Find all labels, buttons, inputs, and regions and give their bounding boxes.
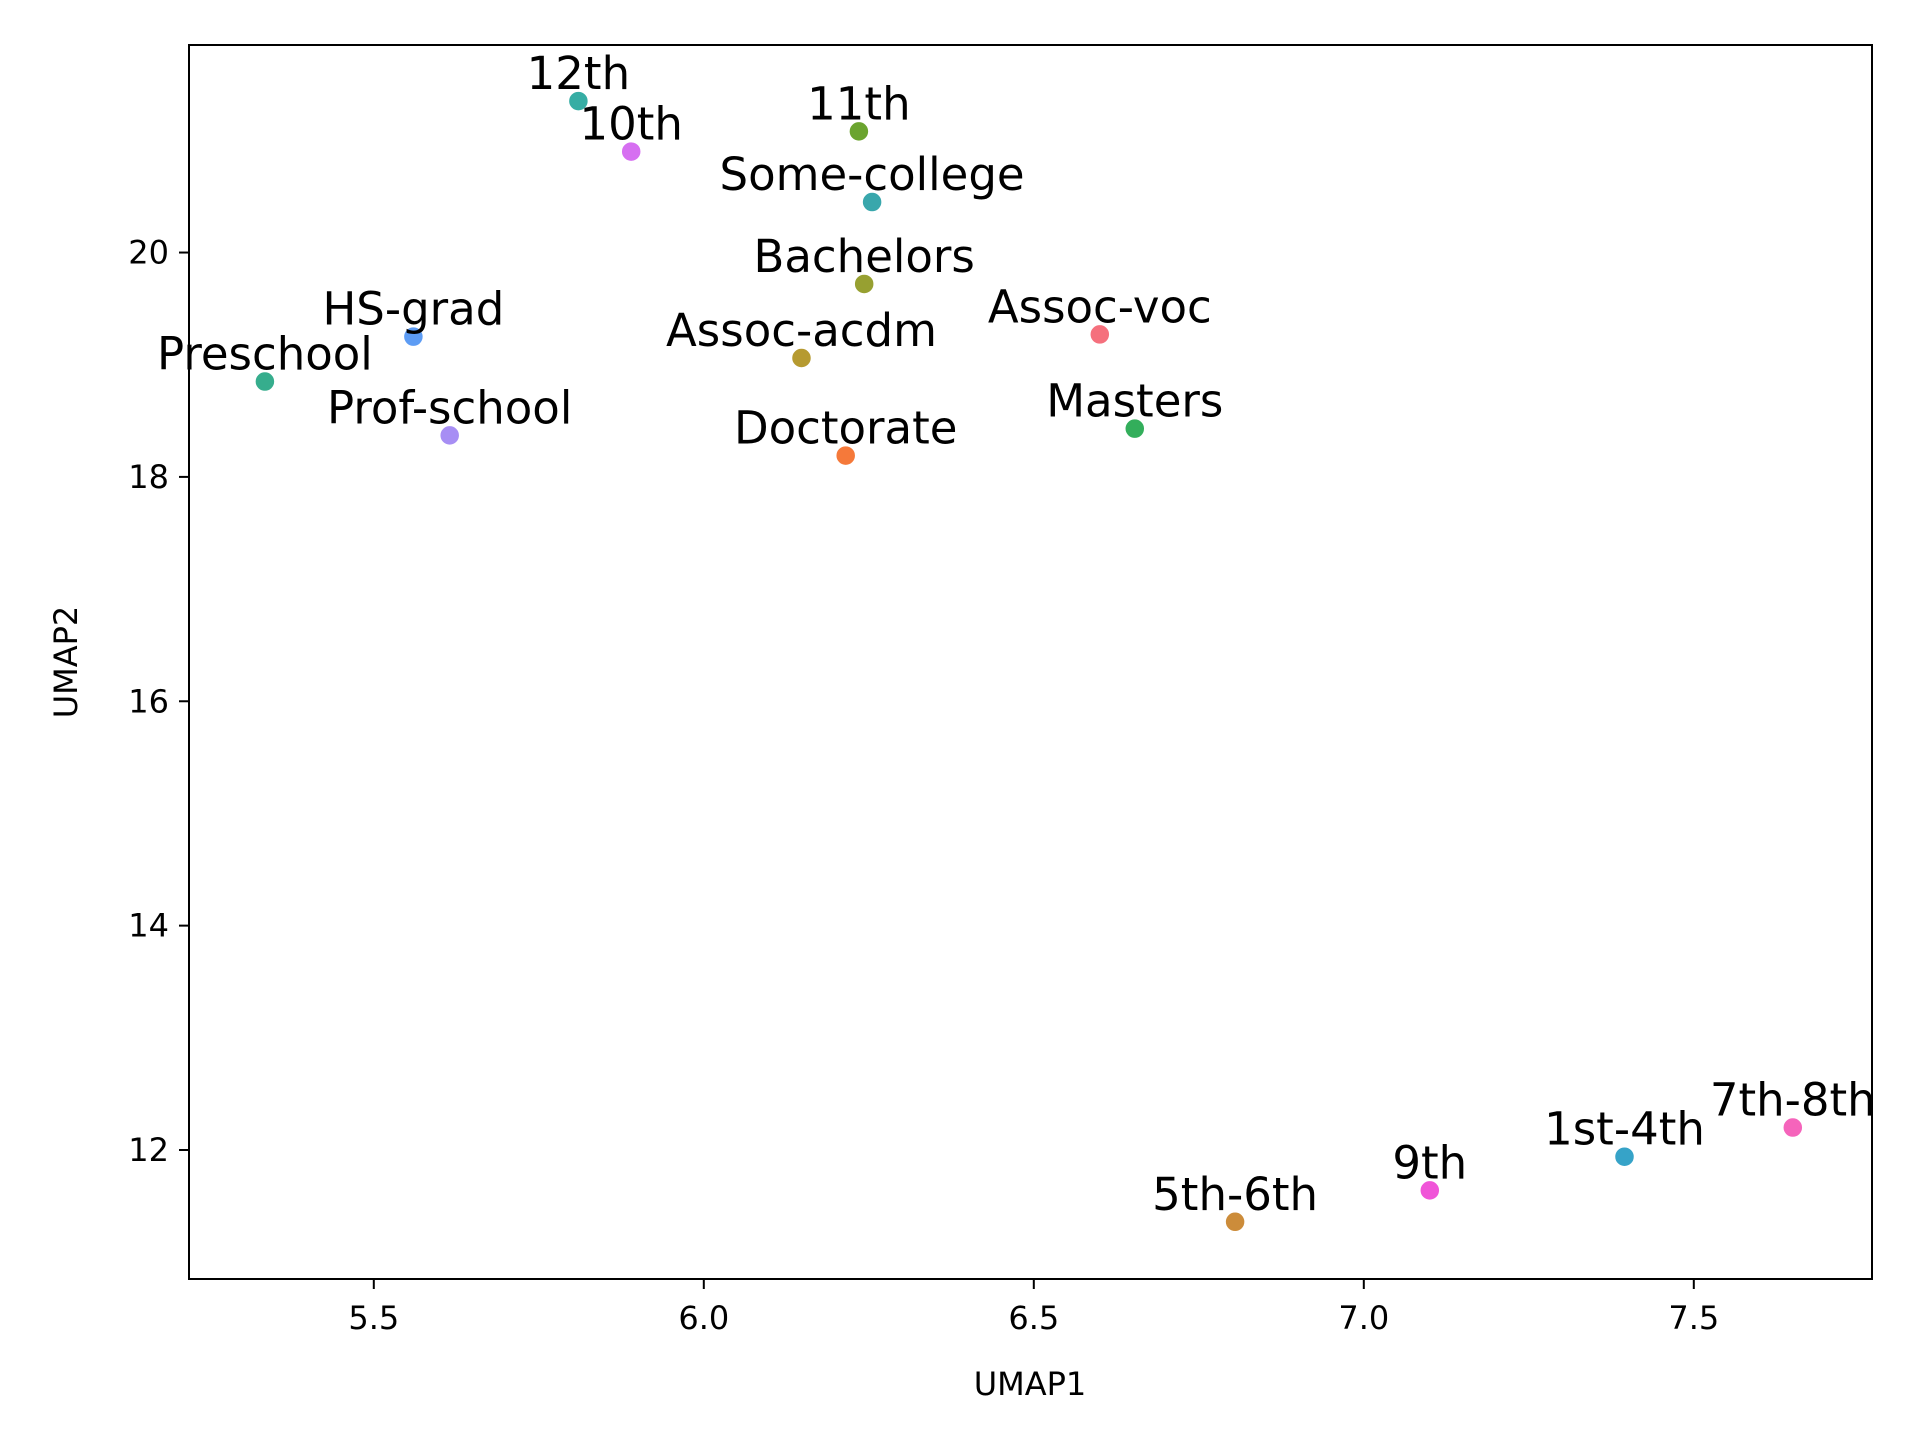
point-label-1st-4th: 1st-4th xyxy=(1544,1103,1705,1156)
x-tick-label: 6.5 xyxy=(1008,1299,1059,1337)
point-label-bachelors: Bachelors xyxy=(753,230,974,283)
x-tick-label: 7.5 xyxy=(1668,1299,1719,1337)
x-tick-label: 7.0 xyxy=(1338,1299,1389,1337)
point-12th xyxy=(567,90,590,112)
point-label-7th-8th: 7th-8th xyxy=(1710,1074,1876,1127)
y-axis-label: UMAP2 xyxy=(47,606,85,719)
point-5th-6th xyxy=(1224,1211,1246,1233)
point-label-hs-grad: HS-grad xyxy=(322,283,504,336)
point-label-masters: Masters xyxy=(1046,375,1223,428)
point-label-9th: 9th xyxy=(1392,1136,1467,1189)
point-label-preschool: Preschool xyxy=(157,328,373,381)
x-axis-label: UMAP1 xyxy=(974,1365,1087,1403)
y-tick-label: 16 xyxy=(128,682,169,720)
point-label-12th: 12th xyxy=(527,47,630,100)
point-assoc-voc xyxy=(1089,323,1111,346)
point-assoc-acdm xyxy=(790,347,813,369)
x-axis-ticks: 5.5 6.0 6.5 7.0 7.5 xyxy=(348,1279,1719,1337)
point-label-some-college: Some-college xyxy=(720,148,1025,201)
point-prof-school xyxy=(438,424,461,447)
x-tick-label: 5.5 xyxy=(348,1299,399,1337)
point-1st-4th xyxy=(1613,1145,1636,1168)
y-tick-label: 12 xyxy=(128,1131,169,1169)
point-7th-8th xyxy=(1782,1116,1804,1139)
point-bachelors xyxy=(853,273,875,295)
y-tick-label: 18 xyxy=(128,458,169,496)
data-points xyxy=(254,90,1804,1233)
point-doctorate xyxy=(834,444,857,467)
point-label-doctorate: Doctorate xyxy=(734,402,958,455)
point-masters xyxy=(1124,417,1146,440)
point-11th xyxy=(848,120,870,143)
point-9th xyxy=(1419,1179,1441,1202)
point-preschool xyxy=(254,370,276,393)
y-tick-label: 20 xyxy=(128,234,169,272)
point-some-college xyxy=(861,191,883,213)
point-label-5th-6th: 5th-6th xyxy=(1152,1168,1318,1221)
point-label-assoc-acdm: Assoc-acdm xyxy=(666,304,937,357)
x-tick-label: 6.0 xyxy=(678,1299,729,1337)
y-axis-ticks: 12 14 16 18 20 xyxy=(128,234,189,1169)
point-10th xyxy=(620,140,642,163)
point-label-11th: 11th xyxy=(807,77,910,130)
point-label-assoc-voc: Assoc-voc xyxy=(988,280,1212,333)
point-label-prof-school: Prof-school xyxy=(327,381,572,434)
y-tick-label: 14 xyxy=(128,907,169,945)
point-label-10th: 10th xyxy=(579,98,682,151)
point-hs-grad xyxy=(402,325,425,348)
plot-area-frame xyxy=(188,44,1873,1280)
